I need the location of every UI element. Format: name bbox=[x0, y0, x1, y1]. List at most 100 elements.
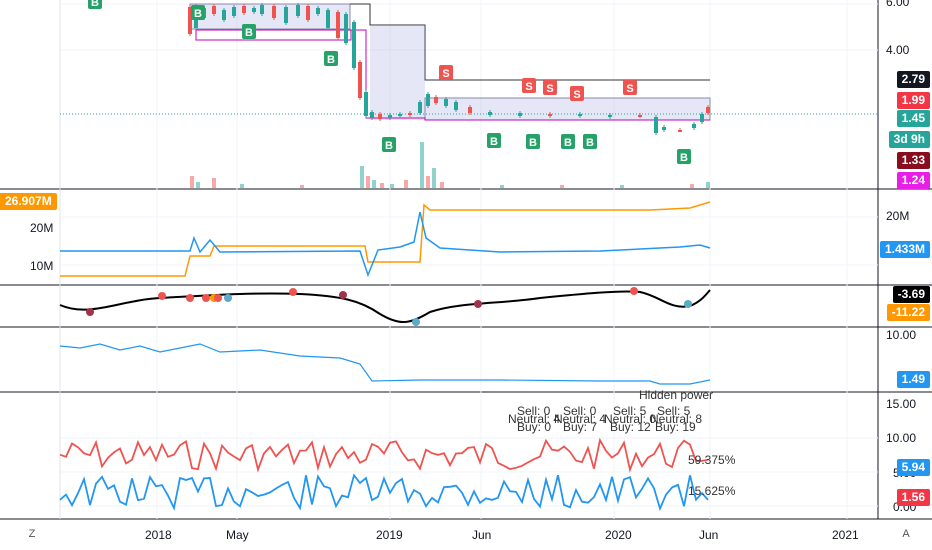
volume-ma-orange bbox=[60, 201, 711, 277]
oscillator-dot bbox=[86, 308, 94, 316]
power-line-blue bbox=[59, 473, 709, 512]
volume-bar bbox=[404, 180, 408, 188]
volume-bar bbox=[240, 184, 244, 188]
oscillator-dot bbox=[684, 300, 692, 308]
power-stat-neutral: Neutral: 4 bbox=[508, 412, 561, 426]
candle-body bbox=[344, 14, 348, 43]
osc-tag-orange: -11.22 bbox=[886, 304, 930, 321]
power-axis-tick: 15.00 bbox=[886, 397, 917, 411]
power-stat-sell: Sell: 5 bbox=[613, 404, 647, 418]
power-title: Hidden power bbox=[639, 388, 714, 402]
auto-scale-button[interactable]: A bbox=[902, 528, 910, 540]
candle-body bbox=[378, 114, 382, 119]
timezone-button[interactable]: Z bbox=[28, 528, 36, 540]
oscillator-dot bbox=[412, 318, 420, 326]
oscillator-dot bbox=[158, 292, 166, 300]
power-stat-neutral: Neutral: 8 bbox=[650, 412, 703, 426]
candle-body bbox=[284, 7, 288, 23]
sell-marker: S bbox=[522, 78, 536, 93]
oscillator-dot bbox=[289, 288, 297, 296]
oscillator-dot bbox=[202, 294, 210, 302]
candle-body bbox=[700, 114, 704, 122]
buy-marker: B bbox=[191, 5, 205, 20]
price-tag-countdown: 3d 9h bbox=[888, 131, 930, 148]
power-pct-low: 15.625% bbox=[688, 484, 736, 498]
band-fill-2 bbox=[370, 25, 425, 120]
volume-bar bbox=[212, 178, 216, 188]
price-tag-lower-band: 1.33 bbox=[896, 152, 930, 169]
volume-bar bbox=[390, 184, 394, 188]
price-axis-tick: 4.00 bbox=[886, 43, 910, 57]
band-box-3 bbox=[424, 97, 711, 121]
price-tag-low: 1.24 bbox=[896, 172, 930, 189]
volume-bar bbox=[420, 142, 424, 188]
candle-body bbox=[370, 112, 374, 118]
oscillator-line bbox=[59, 289, 711, 323]
svg-text:S: S bbox=[525, 81, 532, 93]
candle-body bbox=[272, 6, 276, 18]
upper-band-line bbox=[350, 3, 710, 81]
oscillator-dot bbox=[630, 287, 638, 295]
svg-text:B: B bbox=[327, 54, 335, 66]
buy-marker: B bbox=[88, 0, 102, 9]
power-tag-blue: 5.94 bbox=[896, 459, 930, 476]
line-tag: 1.49 bbox=[896, 371, 930, 388]
volume-bar bbox=[440, 182, 444, 188]
power-line-red bbox=[59, 437, 709, 473]
candle-body bbox=[518, 113, 522, 116]
candle-body bbox=[548, 114, 552, 116]
power-stat-sell: Sell: 5 bbox=[657, 404, 691, 418]
volume-bar bbox=[560, 185, 564, 188]
svg-text:B: B bbox=[194, 8, 202, 20]
price-tag-upper-band: 2.79 bbox=[896, 71, 930, 88]
time-axis-label: May bbox=[226, 528, 249, 542]
candle-body bbox=[434, 97, 438, 103]
volume-bar bbox=[426, 176, 430, 188]
candle-body bbox=[638, 115, 642, 117]
power-stat-neutral: Neutral: 0 bbox=[604, 412, 657, 426]
candle-body bbox=[662, 127, 666, 130]
vol-axis-tick: 20M bbox=[886, 209, 910, 223]
svg-text:B: B bbox=[586, 137, 594, 149]
power-stat-buy: Buy: 0 bbox=[517, 420, 552, 434]
candle-body bbox=[358, 62, 362, 98]
sell-marker: S bbox=[439, 65, 453, 80]
buy-marker: B bbox=[324, 51, 338, 66]
time-axis-label: Jun bbox=[699, 528, 719, 542]
candle-body bbox=[326, 10, 330, 28]
svg-text:S: S bbox=[442, 68, 449, 80]
sell-marker: S bbox=[570, 86, 584, 101]
candle-body bbox=[252, 8, 256, 12]
price-tag-mid-band: 1.99 bbox=[896, 92, 930, 109]
candle-body bbox=[454, 102, 458, 110]
candle-body bbox=[426, 94, 430, 106]
volume-bar bbox=[706, 182, 710, 188]
svg-text:B: B bbox=[490, 136, 498, 148]
candle-body bbox=[706, 107, 710, 113]
power-stat-sell: Sell: 0 bbox=[517, 404, 551, 418]
candle-body bbox=[260, 5, 264, 14]
lower-band-line bbox=[350, 29, 710, 121]
svg-text:B: B bbox=[564, 137, 572, 149]
power-stat-buy: Buy: 7 bbox=[563, 420, 598, 434]
oscillator-dot bbox=[224, 294, 232, 302]
volume-bar bbox=[196, 182, 200, 188]
volume-value-tag: 26.907M bbox=[0, 193, 57, 210]
power-stat-neutral: Neutral: 4 bbox=[554, 412, 607, 426]
svg-text:B: B bbox=[680, 152, 688, 164]
svg-text:S: S bbox=[546, 83, 553, 95]
power-pct-high: 59.375% bbox=[688, 453, 736, 467]
candle-body bbox=[388, 115, 392, 118]
svg-text:B: B bbox=[529, 137, 537, 149]
vol-ma-tag: 1.433M bbox=[879, 241, 930, 258]
power-stat-buy: Buy: 19 bbox=[655, 420, 696, 434]
candle-body bbox=[608, 115, 612, 117]
candle-body bbox=[418, 102, 422, 113]
candle-body bbox=[488, 112, 492, 115]
power-stat-buy: Buy: 12 bbox=[610, 420, 651, 434]
volume-bar bbox=[432, 168, 436, 188]
candle-body bbox=[188, 7, 192, 34]
volume-bar bbox=[300, 185, 304, 188]
power-axis-tick: 10.00 bbox=[886, 431, 917, 445]
